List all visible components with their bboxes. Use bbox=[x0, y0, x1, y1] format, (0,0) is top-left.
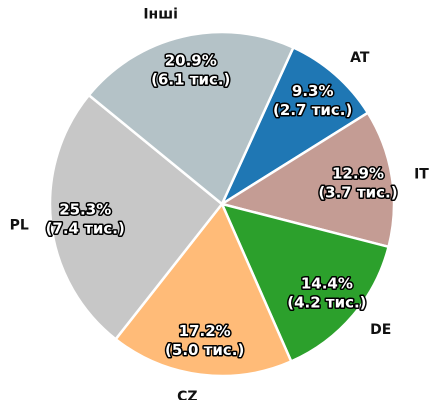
value-label: 12.9% bbox=[332, 164, 384, 182]
count-label: (5.0 тис.) bbox=[165, 341, 244, 359]
slice-label: CZ bbox=[177, 389, 197, 400]
value-label: 20.9% bbox=[165, 51, 217, 69]
count-label: (2.7 тис.) bbox=[273, 101, 352, 119]
pie-slice bbox=[114, 202, 293, 378]
slice-label: DE bbox=[370, 322, 391, 338]
pie-slice bbox=[87, 30, 295, 206]
slice-label: IT bbox=[414, 166, 429, 182]
count-label: (6.1 тис.) bbox=[151, 70, 230, 88]
value-label: 9.3% bbox=[292, 82, 334, 100]
count-label: (3.7 тис.) bbox=[318, 183, 397, 201]
pie-slice bbox=[220, 111, 396, 249]
pie-slice bbox=[48, 93, 224, 341]
pie-slice bbox=[220, 202, 390, 363]
slice-label: AT bbox=[350, 50, 370, 66]
value-label: 17.2% bbox=[179, 322, 231, 340]
value-label: 25.3% bbox=[59, 201, 111, 219]
pie-slice bbox=[220, 46, 370, 206]
slice-label: Інші bbox=[143, 7, 178, 23]
slice-label: PL bbox=[10, 217, 29, 233]
value-label: 14.4% bbox=[301, 275, 353, 293]
count-label: (4.2 тис.) bbox=[287, 294, 366, 312]
count-label: (7.4 тис.) bbox=[46, 220, 125, 238]
